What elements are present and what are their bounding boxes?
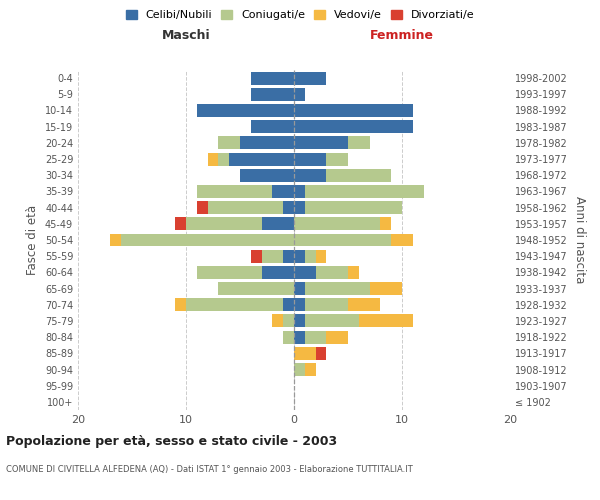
Bar <box>186 298 283 311</box>
Bar <box>272 314 283 328</box>
Bar <box>251 250 262 262</box>
Bar <box>294 169 326 181</box>
Bar <box>251 120 294 133</box>
Bar <box>348 266 359 279</box>
Bar <box>294 347 316 360</box>
Bar <box>370 282 402 295</box>
Bar <box>348 298 380 311</box>
Bar <box>326 169 391 181</box>
Bar <box>294 234 391 246</box>
Bar <box>294 136 348 149</box>
Bar <box>294 282 305 295</box>
Bar <box>197 185 272 198</box>
Bar <box>326 152 348 166</box>
Bar <box>283 201 294 214</box>
Bar <box>121 234 294 246</box>
Text: Femmine: Femmine <box>370 30 434 43</box>
Bar <box>272 185 294 198</box>
Bar <box>305 282 370 295</box>
Bar <box>110 234 121 246</box>
Bar <box>294 88 305 101</box>
Bar <box>305 201 402 214</box>
Bar <box>251 88 294 101</box>
Bar <box>283 250 294 262</box>
Bar <box>294 201 305 214</box>
Bar <box>229 152 294 166</box>
Bar <box>294 72 326 85</box>
Bar <box>240 169 294 181</box>
Bar <box>197 266 262 279</box>
Bar <box>294 218 380 230</box>
Bar <box>316 250 326 262</box>
Bar <box>283 298 294 311</box>
Bar <box>294 330 305 344</box>
Bar <box>262 250 283 262</box>
Bar <box>262 266 294 279</box>
Bar <box>208 152 218 166</box>
Bar <box>348 136 370 149</box>
Bar <box>326 330 348 344</box>
Bar <box>186 218 262 230</box>
Bar <box>294 120 413 133</box>
Bar <box>305 250 316 262</box>
Bar <box>294 266 316 279</box>
Bar <box>305 314 359 328</box>
Bar <box>218 136 240 149</box>
Bar <box>305 185 424 198</box>
Bar <box>240 136 294 149</box>
Bar <box>175 218 186 230</box>
Bar <box>391 234 413 246</box>
Bar <box>359 314 413 328</box>
Bar <box>316 266 348 279</box>
Bar <box>208 201 283 214</box>
Bar <box>197 201 208 214</box>
Legend: Celibi/Nubili, Coniugati/e, Vedovi/e, Divorziati/e: Celibi/Nubili, Coniugati/e, Vedovi/e, Di… <box>121 6 479 25</box>
Bar <box>294 185 305 198</box>
Bar <box>380 218 391 230</box>
Y-axis label: Fasce di età: Fasce di età <box>26 205 39 275</box>
Bar <box>218 282 294 295</box>
Bar <box>262 218 294 230</box>
Bar <box>305 330 326 344</box>
Bar <box>294 152 326 166</box>
Bar <box>305 298 348 311</box>
Bar <box>294 104 413 117</box>
Bar <box>218 152 229 166</box>
Bar <box>197 104 294 117</box>
Bar <box>251 72 294 85</box>
Text: Popolazione per età, sesso e stato civile - 2003: Popolazione per età, sesso e stato civil… <box>6 435 337 448</box>
Bar <box>316 347 326 360</box>
Text: Maschi: Maschi <box>161 30 211 43</box>
Bar <box>175 298 186 311</box>
Bar <box>294 314 305 328</box>
Bar <box>305 363 316 376</box>
Bar <box>294 298 305 311</box>
Text: COMUNE DI CIVITELLA ALFEDENA (AQ) - Dati ISTAT 1° gennaio 2003 - Elaborazione TU: COMUNE DI CIVITELLA ALFEDENA (AQ) - Dati… <box>6 465 413 474</box>
Bar <box>283 314 294 328</box>
Bar <box>294 250 305 262</box>
Bar <box>294 363 305 376</box>
Y-axis label: Anni di nascita: Anni di nascita <box>573 196 586 284</box>
Bar <box>283 330 294 344</box>
